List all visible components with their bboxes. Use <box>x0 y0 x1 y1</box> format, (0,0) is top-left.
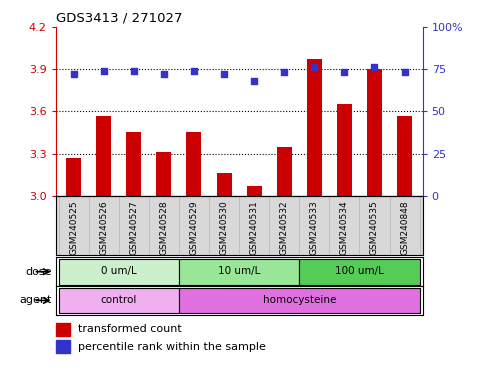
Bar <box>58 259 179 285</box>
Text: GSM240526: GSM240526 <box>99 200 108 255</box>
Text: GSM240532: GSM240532 <box>280 200 289 255</box>
Point <box>370 65 378 71</box>
Bar <box>216 173 231 196</box>
Bar <box>397 116 412 196</box>
Bar <box>179 259 299 285</box>
Point <box>250 78 258 84</box>
Point <box>401 70 409 76</box>
Bar <box>58 288 179 313</box>
Bar <box>337 104 352 196</box>
Text: GSM240527: GSM240527 <box>129 200 138 255</box>
Text: percentile rank within the sample: percentile rank within the sample <box>78 342 266 352</box>
Text: GSM240531: GSM240531 <box>250 200 258 255</box>
Text: GSM240534: GSM240534 <box>340 200 349 255</box>
Bar <box>156 152 171 196</box>
Point <box>311 65 318 71</box>
Bar <box>277 147 292 196</box>
Bar <box>307 59 322 196</box>
Bar <box>186 132 201 196</box>
Bar <box>56 340 70 353</box>
Bar <box>367 69 382 196</box>
Point <box>100 68 108 74</box>
Text: 100 um/L: 100 um/L <box>335 266 384 276</box>
Bar <box>179 288 420 313</box>
Point <box>280 70 288 76</box>
Point <box>70 71 77 77</box>
Bar <box>299 259 420 285</box>
Bar <box>56 323 70 336</box>
Point <box>220 71 228 77</box>
Bar <box>247 186 262 196</box>
Bar <box>66 158 81 196</box>
Text: dose: dose <box>26 266 52 277</box>
Point <box>160 71 168 77</box>
Point <box>190 68 198 74</box>
Point <box>130 68 138 74</box>
Point <box>341 70 348 76</box>
Text: agent: agent <box>19 295 52 306</box>
Text: GSM240530: GSM240530 <box>220 200 228 255</box>
Text: control: control <box>100 295 137 305</box>
Text: homocysteine: homocysteine <box>263 295 336 305</box>
Text: GSM240535: GSM240535 <box>370 200 379 255</box>
Text: GSM240848: GSM240848 <box>400 200 409 255</box>
Text: 10 um/L: 10 um/L <box>218 266 260 276</box>
Text: GSM240529: GSM240529 <box>189 200 199 255</box>
Bar <box>96 116 111 196</box>
Text: GSM240533: GSM240533 <box>310 200 319 255</box>
Text: 0 um/L: 0 um/L <box>101 266 137 276</box>
Text: GDS3413 / 271027: GDS3413 / 271027 <box>56 11 182 24</box>
Text: GSM240528: GSM240528 <box>159 200 169 255</box>
Bar <box>126 132 142 196</box>
Text: transformed count: transformed count <box>78 324 181 334</box>
Text: GSM240525: GSM240525 <box>69 200 78 255</box>
